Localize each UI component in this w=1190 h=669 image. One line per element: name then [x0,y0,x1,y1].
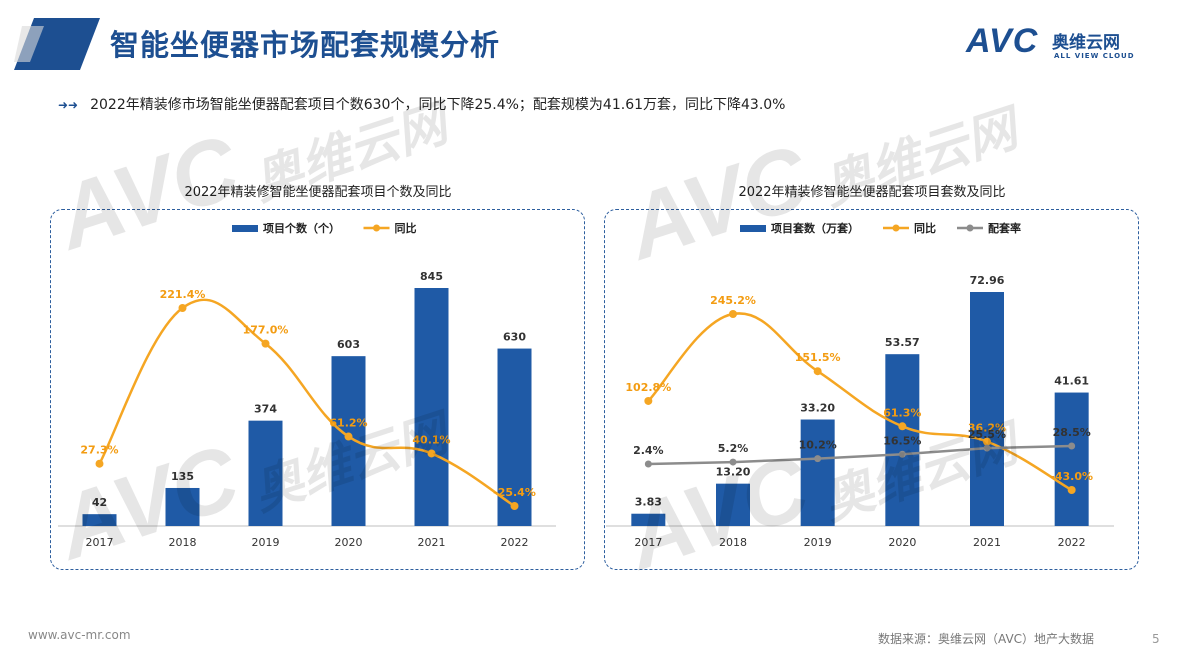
summary-text: 2022年精装修市场智能坐便器配套项目个数630个，同比下降25.4%；配套规模… [90,97,786,113]
data-source: 数据来源：奥维云网（AVC）地产大数据 [878,632,1095,646]
chart-1-title: 2022年精装修智能坐便器配套项目个数及同比 [184,185,452,200]
chart-2-panel [604,209,1139,570]
avc-logo: AVC 奥维云网 ALL VIEW CLOUD [966,22,1166,72]
chart-1-panel [50,209,585,570]
double-arrow-icon: ➜➜ [58,98,79,112]
logo-mark: AVC [966,22,1039,60]
summary-bullet: ➜➜ 2022年精装修市场智能坐便器配套项目个数630个，同比下降25.4%；配套… [58,94,786,114]
page-number: 5 [1152,632,1160,646]
chart-2-title: 2022年精装修智能坐便器配套项目套数及同比 [738,185,1006,200]
website-url: www.avc-mr.com [28,628,131,642]
page-title: 智能坐便器市场配套规模分析 [110,28,501,62]
logo-subtitle: ALL VIEW CLOUD [1054,52,1135,60]
logo-chinese: 奥维云网 [1052,33,1120,53]
header-decoration [14,18,100,70]
